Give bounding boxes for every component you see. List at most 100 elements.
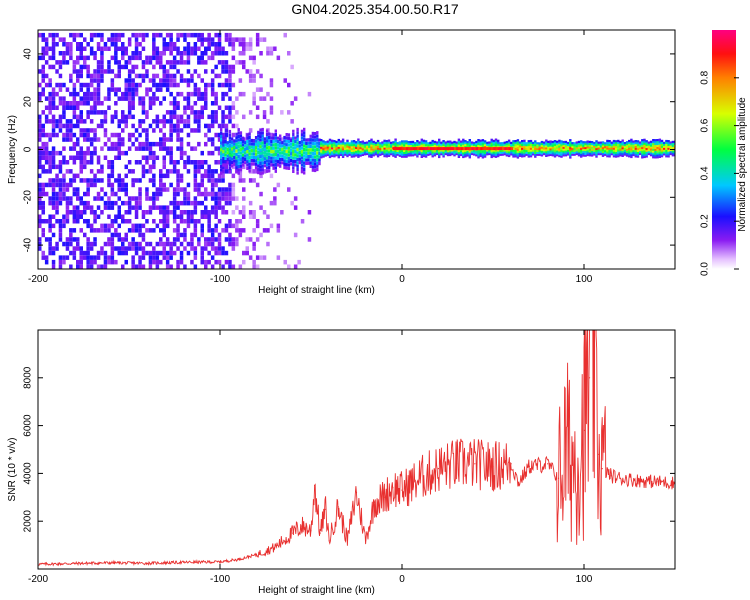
heatmap-cell xyxy=(239,168,243,172)
heatmap-cell xyxy=(197,237,201,242)
heatmap-cell xyxy=(210,150,215,156)
heatmap-cell xyxy=(186,214,191,219)
heatmap-cell xyxy=(396,151,399,154)
heatmap-cell xyxy=(279,154,282,158)
heatmap-cell xyxy=(165,78,170,83)
heatmap-cell xyxy=(172,187,177,192)
heatmap-cell xyxy=(328,148,332,151)
heatmap-cell xyxy=(462,142,465,145)
heatmap-cell xyxy=(575,152,578,156)
heatmap-cell xyxy=(134,146,139,151)
heatmap-cell xyxy=(107,37,111,42)
heatmap-cell xyxy=(663,151,666,154)
heatmap-cell xyxy=(242,214,246,219)
heatmap-cell xyxy=(155,191,160,197)
heatmap-cell xyxy=(248,142,251,146)
heatmap-cell xyxy=(285,156,288,160)
heatmap-cell xyxy=(331,141,334,144)
heatmap-cell xyxy=(231,237,236,242)
heatmap-cell xyxy=(110,182,115,188)
heatmap-cell xyxy=(231,246,236,251)
heatmap-cell xyxy=(48,110,52,115)
heatmap-cell xyxy=(172,160,177,165)
heatmap-cell xyxy=(654,154,657,157)
heatmap-cell xyxy=(134,241,139,247)
heatmap-cell xyxy=(176,105,180,110)
heatmap-cell xyxy=(228,64,232,70)
heatmap-cell xyxy=(148,228,153,233)
heatmap-cell xyxy=(394,140,397,143)
heatmap-cell xyxy=(475,144,478,147)
heatmap-cell xyxy=(89,110,94,115)
heatmap-cell xyxy=(630,138,633,141)
heatmap-cell xyxy=(172,46,177,51)
heatmap-cell xyxy=(608,149,611,152)
heatmap-cell xyxy=(138,228,142,233)
heatmap-cell xyxy=(83,250,87,256)
heatmap-cell xyxy=(287,146,291,150)
heatmap-cell xyxy=(665,145,668,148)
heatmap-cell xyxy=(231,69,236,74)
heatmap-cell xyxy=(235,146,238,150)
heatmap-cell xyxy=(204,241,208,247)
heatmap-cell xyxy=(235,169,238,173)
heatmap-cell xyxy=(200,246,204,251)
heatmap-cell xyxy=(294,146,297,150)
heatmap-cell xyxy=(76,237,80,242)
heatmap-cell xyxy=(159,178,163,183)
heatmap-cell xyxy=(159,219,163,224)
heatmap-cell xyxy=(647,143,651,146)
heatmap-cell xyxy=(51,264,56,269)
heatmap-cell xyxy=(48,32,52,38)
heatmap-cell xyxy=(510,151,513,154)
snr-data-point xyxy=(319,532,321,534)
heatmap-cell xyxy=(138,187,142,192)
heatmap-cell xyxy=(316,167,319,172)
heatmap-cell xyxy=(204,82,208,88)
heatmap-cell xyxy=(48,64,52,70)
heatmap-cell xyxy=(431,139,434,143)
heatmap-cell xyxy=(619,148,622,151)
heatmap-cell xyxy=(117,69,121,74)
heatmap-cell xyxy=(41,69,45,74)
heatmap-cell xyxy=(124,46,128,51)
heatmap-cell xyxy=(176,228,180,233)
heatmap-cell xyxy=(266,241,270,247)
heatmap-cell xyxy=(560,155,563,158)
heatmap-cell xyxy=(176,51,180,56)
heatmap-cell xyxy=(344,153,347,156)
heatmap-cell xyxy=(89,78,94,83)
heatmap-cell xyxy=(155,155,160,160)
heatmap-cell xyxy=(283,162,286,166)
heatmap-cell xyxy=(311,148,315,152)
heatmap-cell xyxy=(601,150,605,153)
heatmap-cell xyxy=(207,178,211,183)
heatmap-cell xyxy=(464,151,467,154)
heatmap-cell xyxy=(595,144,598,147)
heatmap-cell xyxy=(294,139,297,143)
heatmap-cell xyxy=(551,146,554,149)
heatmap-cell xyxy=(529,147,533,150)
heatmap-cell xyxy=(424,151,428,154)
heatmap-cell xyxy=(473,151,476,154)
heatmap-cell xyxy=(217,246,222,251)
heatmap-cell xyxy=(145,141,149,147)
heatmap-cell xyxy=(414,142,417,145)
heatmap-cell xyxy=(121,51,125,56)
heatmap-cell xyxy=(96,91,101,97)
heatmap-cell xyxy=(569,141,572,144)
heatmap-cell xyxy=(138,146,142,151)
heatmap-cell xyxy=(259,148,262,152)
heatmap-cell xyxy=(529,153,533,156)
heatmap-cell xyxy=(383,151,386,154)
heatmap-cell xyxy=(138,141,142,147)
heatmap-cell xyxy=(612,155,616,158)
heatmap-cell xyxy=(652,150,655,153)
heatmap-cell xyxy=(619,142,622,145)
heatmap-cell xyxy=(621,150,624,154)
heatmap-cell xyxy=(265,132,269,137)
heatmap-cell xyxy=(65,160,70,165)
heatmap-cell xyxy=(601,147,605,150)
heatmap-cell xyxy=(257,137,260,141)
heatmap-cell xyxy=(383,145,386,148)
